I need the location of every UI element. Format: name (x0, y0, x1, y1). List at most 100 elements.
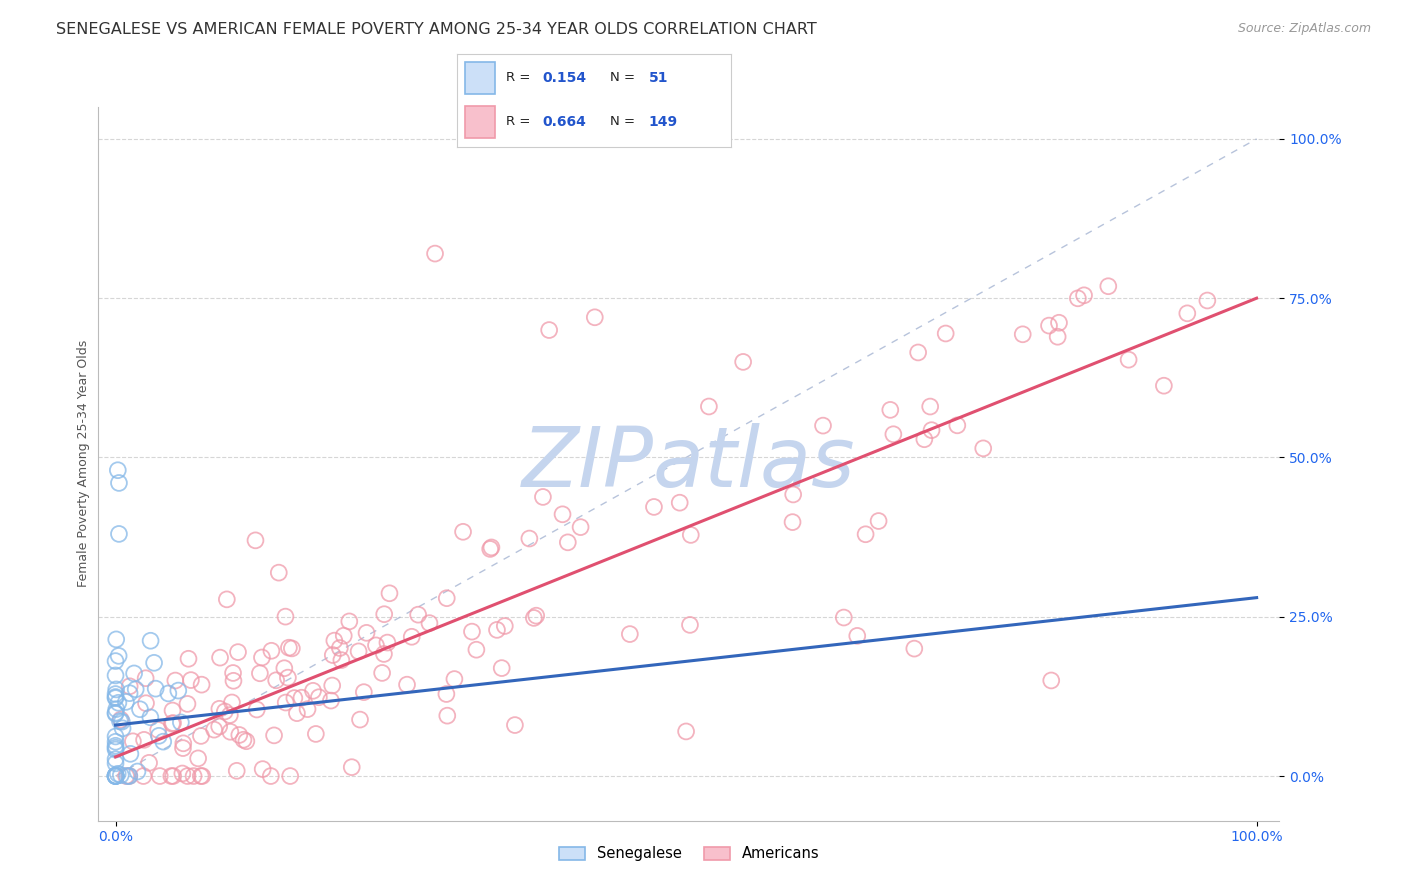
Point (250, 650, 273, 665)
Point (135, 671, 157, 685)
Point (208, 702, 231, 716)
Point (524, 608, 547, 623)
Point (104, 690, 127, 704)
Point (277, 671, 299, 685)
Point (465, 642, 488, 657)
Point (434, 687, 457, 701)
Point (846, 629, 869, 643)
Point (118, 686, 141, 700)
Point (172, 736, 194, 750)
Point (152, 734, 174, 748)
Point (619, 627, 641, 641)
Point (208, 719, 231, 733)
Point (104, 668, 127, 682)
Point (118, 769, 141, 783)
Text: 0.154: 0.154 (541, 70, 586, 85)
Point (481, 541, 503, 555)
Point (290, 690, 312, 705)
Point (1073, 288, 1095, 302)
Point (138, 756, 160, 770)
Text: R =: R = (506, 115, 530, 128)
Point (643, 500, 665, 514)
Point (855, 527, 877, 541)
Point (104, 739, 127, 753)
Point (451, 524, 474, 539)
Point (302, 683, 325, 698)
Point (245, 533, 267, 548)
Point (104, 769, 127, 783)
Point (832, 610, 855, 624)
Text: 51: 51 (650, 70, 668, 85)
Point (668, 496, 690, 510)
Point (235, 734, 257, 748)
Point (1067, 291, 1090, 305)
Point (308, 690, 330, 705)
Point (436, 708, 458, 723)
Point (132, 732, 155, 747)
Point (108, 527, 131, 541)
Point (503, 718, 526, 732)
Point (274, 609, 297, 624)
Point (222, 665, 245, 680)
Point (340, 760, 363, 774)
Point (146, 723, 169, 737)
Point (104, 654, 127, 668)
Point (1047, 316, 1070, 330)
Point (319, 693, 342, 707)
Point (278, 769, 301, 783)
Point (148, 729, 170, 743)
Point (733, 355, 755, 369)
Point (260, 644, 283, 658)
Point (104, 706, 127, 720)
Point (110, 713, 132, 727)
Point (267, 566, 290, 580)
Point (170, 715, 193, 730)
Point (139, 633, 162, 648)
Point (323, 633, 346, 648)
Point (135, 696, 157, 710)
Point (882, 427, 904, 442)
Point (1118, 352, 1140, 367)
Text: R =: R = (506, 71, 530, 85)
Point (246, 702, 269, 716)
Point (162, 716, 184, 731)
Point (583, 310, 606, 325)
FancyBboxPatch shape (465, 106, 495, 138)
Point (972, 442, 994, 456)
Point (907, 345, 929, 359)
Point (108, 475, 131, 490)
Point (117, 769, 139, 783)
Point (104, 706, 127, 721)
Point (1175, 306, 1198, 320)
Point (104, 740, 127, 755)
Point (1197, 293, 1219, 308)
Point (281, 641, 304, 656)
Point (115, 695, 138, 709)
Point (104, 769, 127, 783)
Point (111, 714, 134, 729)
Point (226, 645, 249, 659)
Point (104, 730, 127, 744)
Point (935, 326, 957, 341)
Point (118, 769, 141, 783)
Point (349, 713, 371, 727)
Point (143, 656, 166, 670)
Point (285, 706, 308, 720)
Point (418, 616, 440, 631)
Point (443, 672, 465, 686)
Y-axis label: Female Poverty Among 25-34 Year Olds: Female Poverty Among 25-34 Year Olds (77, 340, 90, 588)
Point (190, 769, 212, 783)
Point (1038, 318, 1060, 333)
Point (921, 423, 943, 437)
Point (157, 686, 180, 700)
Point (782, 515, 804, 529)
Point (190, 729, 212, 743)
Point (679, 618, 702, 632)
Point (697, 400, 720, 414)
FancyBboxPatch shape (465, 62, 495, 94)
Point (167, 683, 190, 698)
Point (105, 702, 128, 716)
Point (162, 769, 184, 783)
Point (249, 666, 271, 681)
Point (485, 623, 508, 637)
